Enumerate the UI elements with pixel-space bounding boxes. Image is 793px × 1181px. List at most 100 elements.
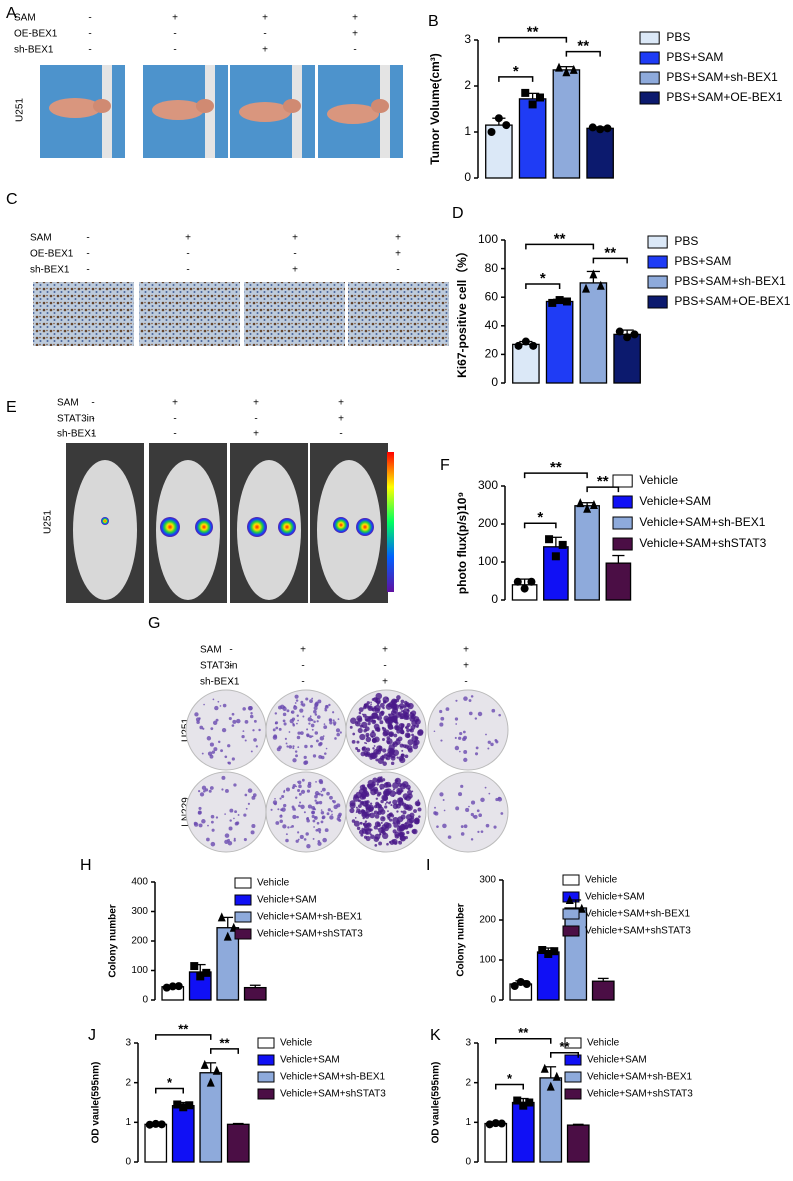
ihc-image [139,282,240,346]
y-tick-label: 2 [465,1077,471,1088]
colony [407,787,411,791]
colony [485,733,487,736]
colony [233,839,236,842]
significance-bracket [523,472,588,479]
legend-label: Vehicle+SAM [587,1055,647,1066]
colony [253,738,257,742]
colony [296,735,301,740]
colony [396,756,399,759]
colony [376,783,379,786]
colony [500,812,504,815]
colony [244,719,249,724]
colony [378,841,383,846]
colony [227,838,230,842]
colony [407,806,411,810]
y-axis-label: OD vaule(595nm) [91,1062,102,1144]
colony [233,783,237,787]
colony [307,783,312,788]
colony [209,742,214,747]
colony [286,745,289,748]
mouse [239,102,291,122]
data-point [529,341,538,350]
colony [371,737,378,744]
legend-swatch [612,537,633,551]
colony [371,781,376,787]
bar [574,505,600,601]
legend-label: Vehicle+SAM+sh-BEX1 [639,515,765,529]
colony [279,797,282,800]
bar [511,1101,535,1163]
colony [282,719,286,723]
error-bar [545,1066,557,1078]
colony [455,806,460,811]
colony [382,748,387,753]
colony [370,834,375,839]
colony [361,784,366,788]
colony [339,731,342,734]
colony [385,703,393,710]
colony [206,736,212,741]
colony [404,754,409,759]
condition-sign: + [352,29,358,40]
significance-bracket [525,243,595,250]
legend-swatch [564,1054,582,1066]
colony [463,696,468,701]
bar [591,980,615,1001]
colony [363,835,368,839]
data-point [510,982,519,990]
condition-sign: + [185,233,191,244]
colony [460,825,464,828]
colony [274,712,278,715]
colony [272,800,278,805]
colony [478,813,482,818]
colony [386,738,393,745]
ihc-image [348,282,449,346]
colony [488,792,491,795]
colony [349,802,356,809]
legend-label: Vehicle+SAM+shSTAT3 [257,929,363,940]
significance-bracket [495,1083,524,1090]
condition-sign: + [253,429,259,440]
colony [297,838,300,841]
colony [323,723,326,725]
colony [212,720,218,726]
significance-label: * [167,1075,173,1090]
colony [470,812,474,817]
colony [228,826,233,831]
signal [356,518,374,536]
colony [324,828,329,833]
panel-label: J [88,1027,96,1044]
colony [404,732,411,739]
colony [400,814,406,820]
condition-name: sh-BEX1 [200,677,240,688]
y-tick-label: 200 [479,915,496,926]
condition-name: SAM [200,645,222,656]
colony [274,797,276,800]
colony [225,789,229,793]
colony [201,752,204,755]
colony [315,739,319,743]
legend-label: Vehicle+SAM+sh-BEX1 [257,912,362,923]
colony [235,821,240,825]
legend-swatch [562,925,580,937]
y-tick-label: 100 [131,965,148,976]
legend-label: Vehicle+SAM+shSTAT3 [639,536,766,550]
colony [295,754,298,758]
legend-label: Vehicle+SAM [639,494,711,508]
colony [299,708,304,713]
condition-sign: + [292,233,298,244]
condition-sign: - [173,29,176,40]
colony [460,784,464,788]
colony [300,804,305,810]
legend-swatch [612,516,633,530]
colony [434,811,439,816]
colony [487,747,490,750]
colony [224,755,228,759]
error-bar [612,554,625,564]
colony [353,820,360,827]
colony [292,814,297,820]
colony [330,810,333,813]
colony [474,717,478,720]
colony [272,728,276,732]
colony [382,696,390,703]
